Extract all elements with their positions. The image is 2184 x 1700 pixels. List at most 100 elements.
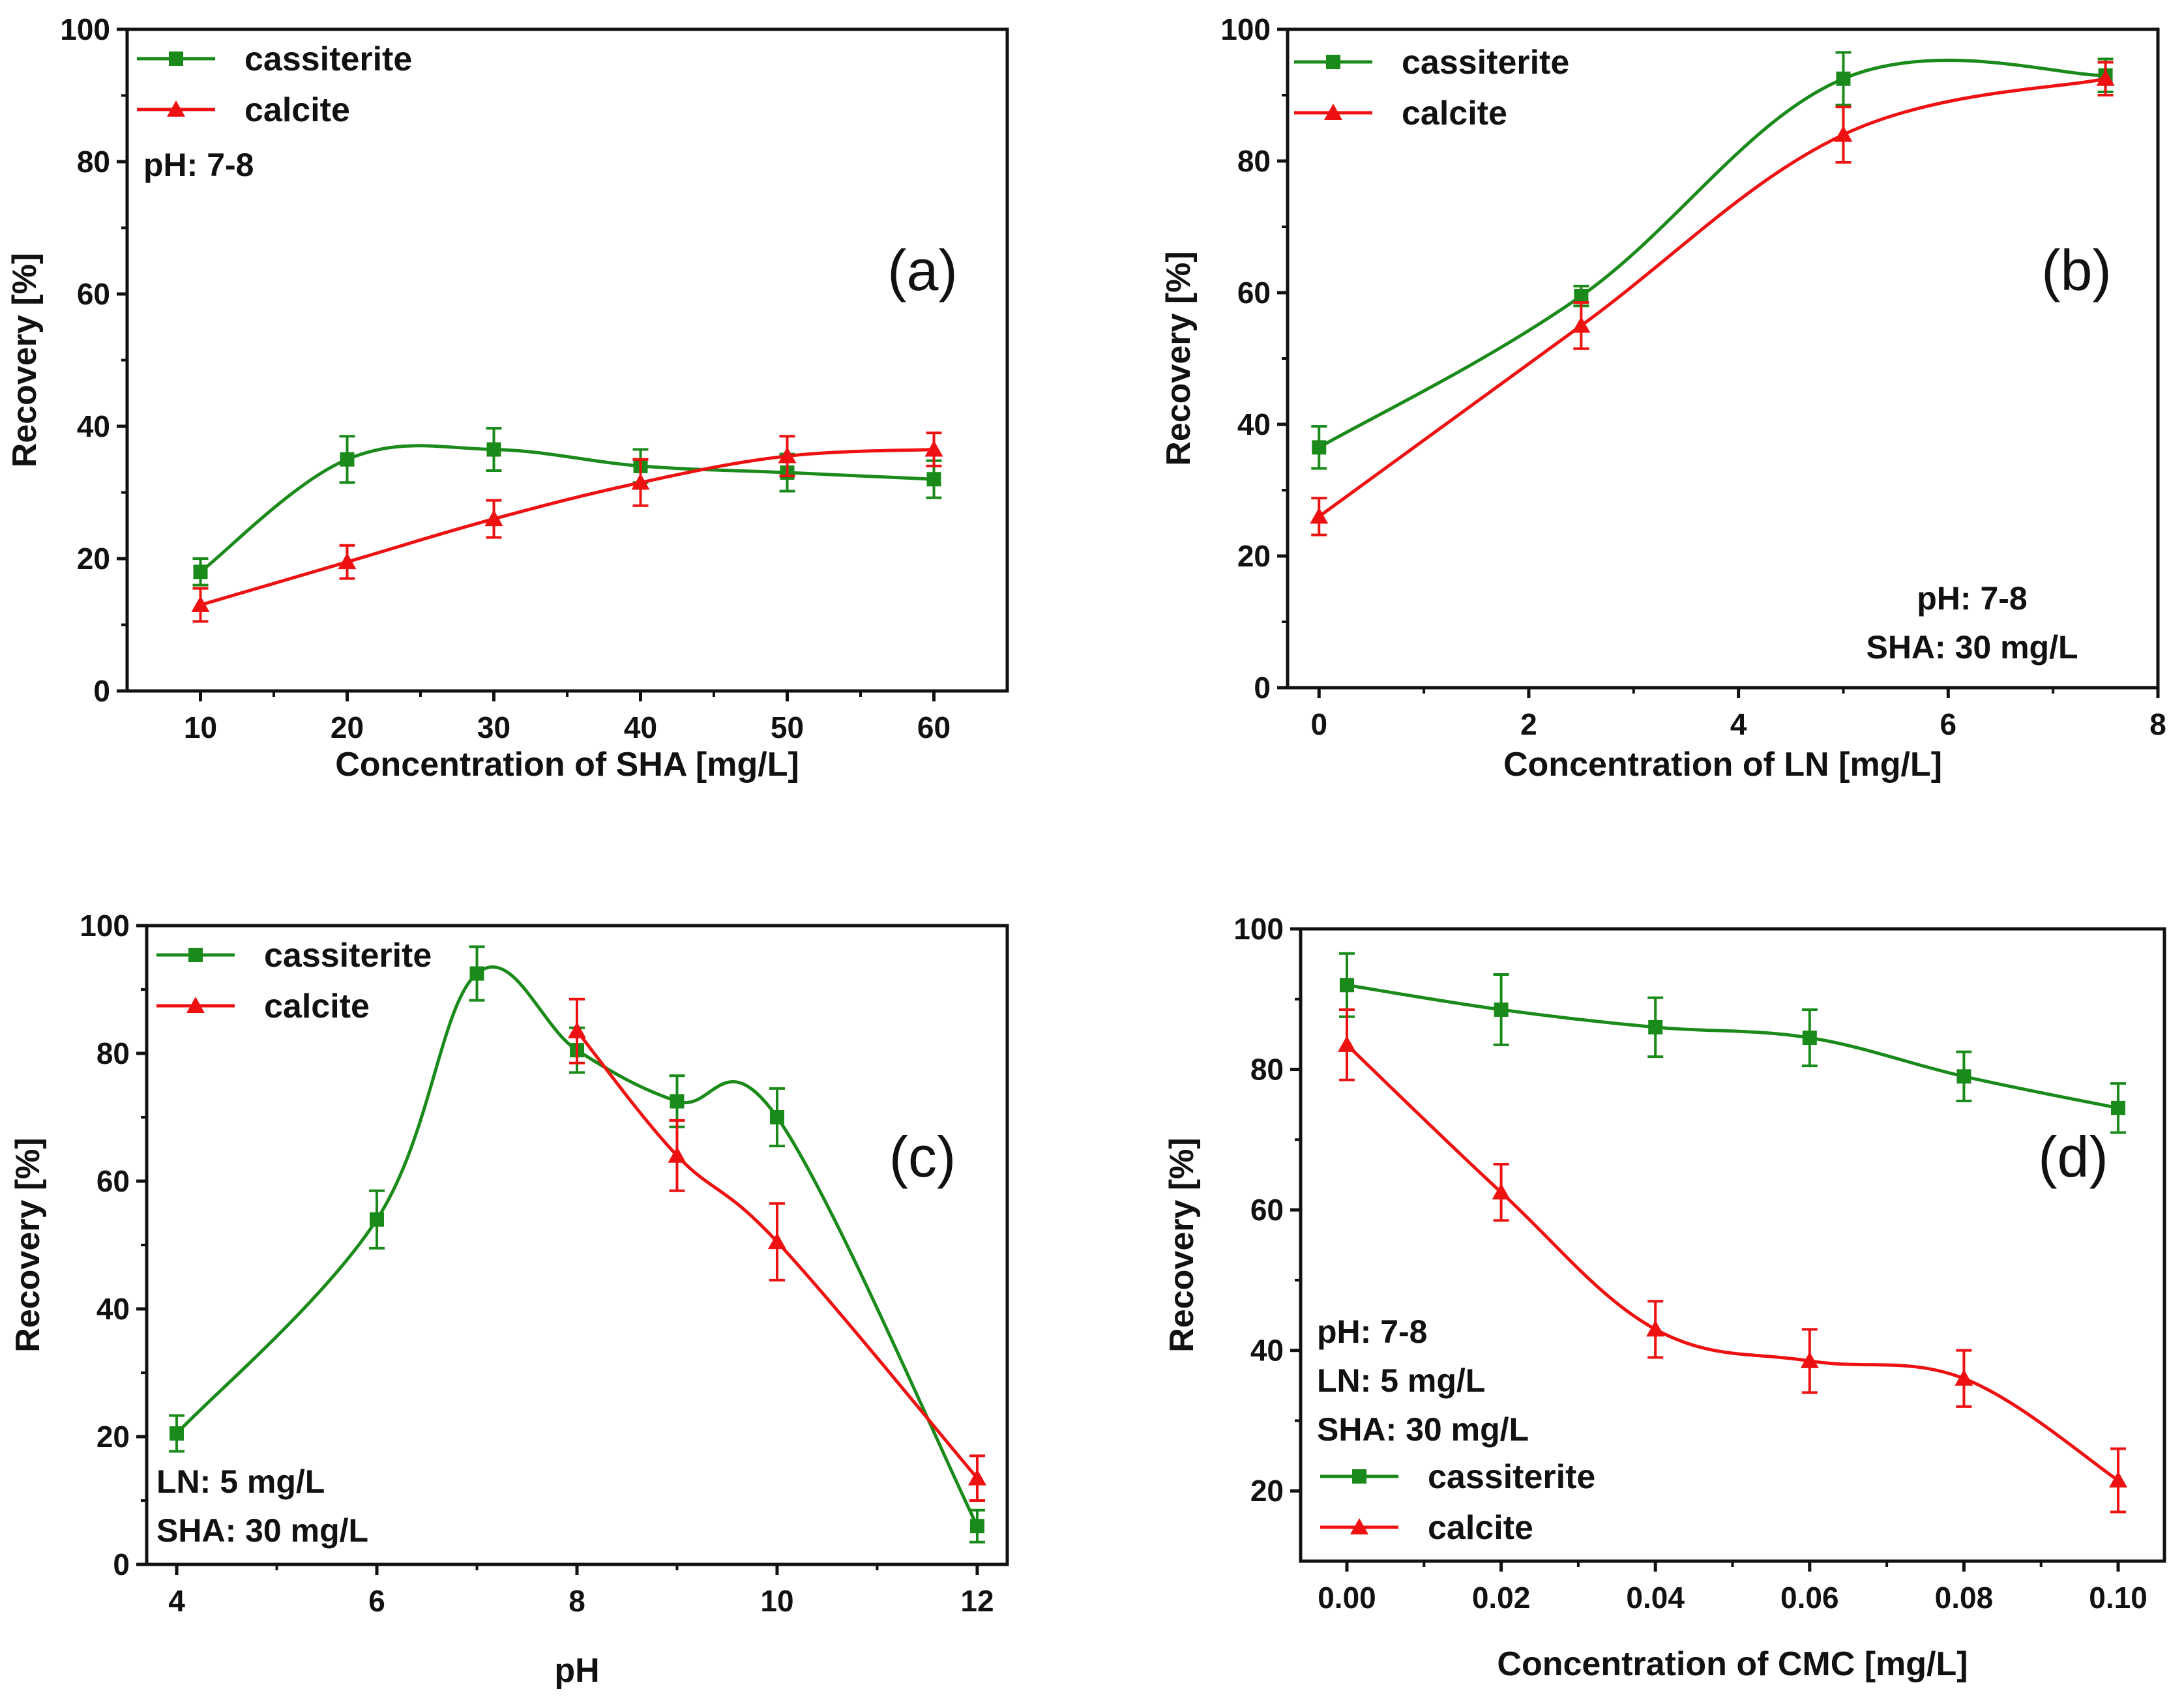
x-tick-label: 60 bbox=[917, 711, 951, 744]
x-tick-label: 8 bbox=[568, 1584, 585, 1618]
annotation: pH: 7-8 bbox=[1317, 1313, 1427, 1350]
legend-label-cassiterite: cassiterite bbox=[1428, 1458, 1595, 1496]
annotation: pH: 7-8 bbox=[143, 147, 254, 183]
y-tick-label: 40 bbox=[1237, 407, 1271, 441]
annotation: LN: 5 mg/L bbox=[1317, 1362, 1485, 1399]
x-tick-label: 6 bbox=[1940, 707, 1957, 741]
y-tick-label: 40 bbox=[96, 1292, 130, 1326]
y-axis-title: Recovery [%] bbox=[9, 1137, 47, 1352]
y-axis-title: Recovery [%] bbox=[1160, 251, 1198, 465]
data-point-calcite bbox=[1310, 507, 1329, 524]
x-tick-label: 50 bbox=[771, 711, 804, 744]
y-tick-label: 60 bbox=[1250, 1193, 1284, 1227]
data-point-calcite bbox=[338, 553, 357, 570]
data-point-calcite bbox=[1337, 1035, 1356, 1052]
data-point-cassiterite bbox=[926, 472, 941, 487]
x-tick-label: 4 bbox=[168, 1584, 185, 1618]
y-tick-label: 80 bbox=[1250, 1053, 1284, 1087]
y-tick-label: 60 bbox=[96, 1164, 130, 1198]
x-axis-title: pH bbox=[554, 1652, 599, 1690]
y-tick-label: 60 bbox=[77, 277, 110, 311]
series-calcite bbox=[568, 997, 986, 1502]
y-tick-label: 0 bbox=[93, 674, 110, 708]
data-point-cassiterite bbox=[469, 966, 484, 981]
data-point-cassiterite bbox=[340, 452, 355, 467]
legend-label-cassiterite: cassiterite bbox=[1402, 44, 1569, 81]
data-point-calcite bbox=[1800, 1351, 1819, 1368]
data-point-calcite bbox=[967, 1469, 986, 1486]
data-point-cassiterite bbox=[1802, 1031, 1817, 1046]
x-tick-label: 0 bbox=[1310, 707, 1327, 741]
legend-marker-cassiterite bbox=[188, 948, 203, 962]
y-tick-label: 0 bbox=[113, 1547, 130, 1581]
x-tick-label: 8 bbox=[2149, 707, 2166, 741]
x-tick-label: 0.08 bbox=[1935, 1581, 1994, 1615]
x-tick-label: 12 bbox=[960, 1584, 994, 1618]
data-point-cassiterite bbox=[1312, 440, 1327, 455]
x-tick-label: 0.00 bbox=[1318, 1581, 1376, 1615]
panel-label: (d) bbox=[2038, 1124, 2108, 1189]
data-point-cassiterite bbox=[1836, 71, 1851, 86]
legend-label-calcite: calcite bbox=[1402, 95, 1507, 132]
data-point-calcite bbox=[1955, 1369, 1973, 1386]
panel-label: (c) bbox=[889, 1124, 956, 1189]
data-point-calcite bbox=[1646, 1320, 1665, 1337]
legend-label-cassiterite: cassiterite bbox=[244, 40, 412, 78]
legend-label-calcite: calcite bbox=[244, 91, 350, 129]
y-tick-label: 60 bbox=[1237, 276, 1271, 310]
data-point-calcite bbox=[1492, 1183, 1511, 1200]
x-tick-label: 2 bbox=[1520, 707, 1537, 741]
y-tick-label: 40 bbox=[77, 409, 110, 443]
annotation: SHA: 30 mg/L bbox=[156, 1512, 368, 1549]
data-point-cassiterite bbox=[1956, 1069, 1971, 1084]
x-tick-label: 10 bbox=[760, 1584, 793, 1618]
panel-label: (a) bbox=[887, 238, 958, 302]
y-tick-label: 100 bbox=[60, 12, 110, 46]
legend-label-calcite: calcite bbox=[1428, 1509, 1533, 1547]
data-point-cassiterite bbox=[370, 1212, 385, 1227]
data-point-cassiterite bbox=[969, 1519, 984, 1534]
data-point-calcite bbox=[484, 510, 503, 527]
data-point-calcite bbox=[767, 1233, 786, 1250]
series-line-calcite bbox=[1318, 77, 2106, 518]
data-point-calcite bbox=[631, 473, 650, 490]
data-point-cassiterite bbox=[1574, 289, 1589, 304]
annotation: pH: 7-8 bbox=[1917, 580, 2027, 617]
y-tick-label: 100 bbox=[1233, 912, 1284, 946]
x-axis-title: Concentration of LN [mg/L] bbox=[1503, 746, 1942, 784]
data-point-cassiterite bbox=[2111, 1100, 2126, 1115]
data-point-calcite bbox=[191, 596, 210, 613]
data-point-cassiterite bbox=[1494, 1002, 1509, 1017]
x-tick-label: 6 bbox=[368, 1584, 385, 1618]
data-point-calcite bbox=[2109, 1471, 2128, 1488]
legend-marker-cassiterite bbox=[1326, 55, 1340, 69]
x-tick-label: 4 bbox=[1730, 707, 1747, 741]
legend-marker-cassiterite bbox=[1352, 1469, 1366, 1484]
y-tick-label: 20 bbox=[77, 542, 110, 576]
legend-label-calcite: calcite bbox=[264, 988, 370, 1025]
y-tick-label: 20 bbox=[1237, 539, 1271, 573]
series-line-cassiterite bbox=[1318, 59, 2106, 449]
chart-panel-d: 0.00 0.02 0.04 0.06 0.08 0.10 20 40 60 80 100 Conce… bbox=[1163, 912, 2166, 1683]
x-tick-label: 0.04 bbox=[1626, 1581, 1685, 1615]
x-tick-label: 0.10 bbox=[2089, 1581, 2147, 1615]
legend-marker-cassiterite bbox=[169, 51, 183, 66]
series-line-calcite bbox=[576, 1030, 979, 1480]
legend-marker-calcite bbox=[186, 997, 205, 1013]
legend-label-cassiterite: cassiterite bbox=[264, 937, 432, 975]
series-cassiterite bbox=[1338, 952, 2127, 1134]
y-tick-label: 0 bbox=[1254, 671, 1271, 705]
y-tick-label: 100 bbox=[80, 909, 130, 943]
data-point-cassiterite bbox=[193, 564, 208, 579]
annotation: SHA: 30 mg/L bbox=[1317, 1411, 1529, 1448]
annotation: SHA: 30 mg/L bbox=[1866, 629, 2078, 666]
x-tick-label: 0.06 bbox=[1780, 1581, 1839, 1615]
series-calcite bbox=[1310, 61, 2115, 536]
x-tick-label: 0.02 bbox=[1472, 1581, 1531, 1615]
y-axis-title: Recovery [%] bbox=[1163, 1137, 1201, 1352]
series-calcite bbox=[191, 432, 943, 623]
series-line-cassiterite bbox=[1346, 983, 2119, 1110]
y-tick-label: 80 bbox=[77, 145, 110, 179]
